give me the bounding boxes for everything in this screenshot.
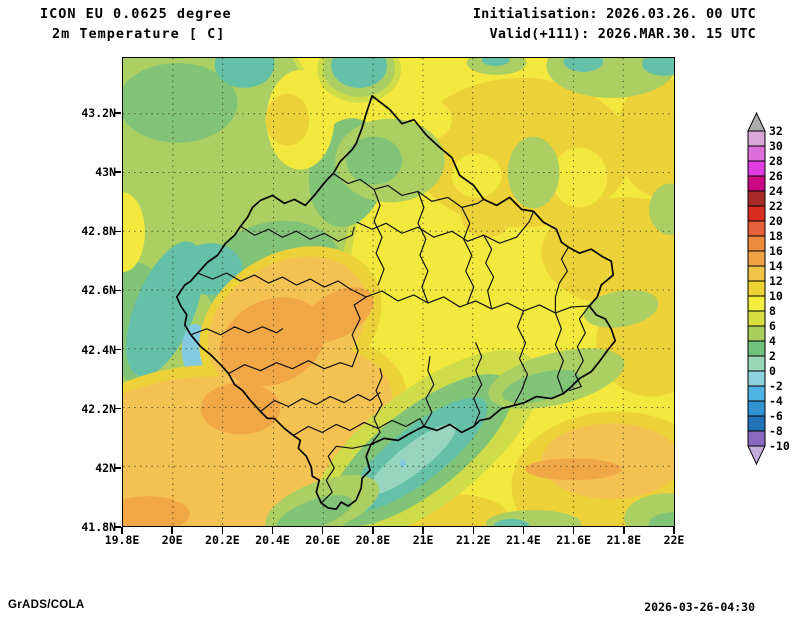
x-axis-tick-label: 19.8E bbox=[104, 533, 140, 547]
colorbar-label: 0 bbox=[769, 364, 776, 378]
colorbar-segment bbox=[747, 175, 766, 192]
x-axis-tick bbox=[271, 527, 274, 534]
colorbar-label: 2 bbox=[769, 349, 776, 363]
x-axis-tick bbox=[121, 527, 123, 534]
grid-lines bbox=[123, 58, 674, 526]
colorbar-label: 20 bbox=[769, 214, 783, 228]
y-axis-tick-label: 42.8N bbox=[81, 224, 116, 239]
y-axis-tick bbox=[114, 526, 121, 528]
colorbar-label: 26 bbox=[769, 169, 783, 183]
x-axis-tick-label: 21E bbox=[412, 533, 434, 547]
colorbar-segment bbox=[747, 145, 766, 162]
x-axis-tick bbox=[472, 527, 474, 534]
x-axis-tick-label: 20.4E bbox=[255, 533, 290, 547]
colorbar-label: -6 bbox=[769, 409, 783, 423]
x-axis-tick-label: 21.4E bbox=[506, 533, 541, 547]
x-axis-tick-label: 21.8E bbox=[606, 533, 642, 547]
colorbar-label: 6 bbox=[769, 319, 776, 333]
colorbar-segment bbox=[747, 340, 766, 357]
colorbar-label: -8 bbox=[769, 424, 783, 438]
valid-time: Valid(+111): 2026.MAR.30. 15 UTC bbox=[489, 26, 756, 42]
creation-timestamp: 2026-03-26-04:30 bbox=[644, 600, 755, 614]
y-axis-tick-label: 43N bbox=[95, 165, 116, 180]
y-axis-tick bbox=[114, 112, 121, 114]
colorbar-segment bbox=[747, 130, 766, 147]
x-axis-tick bbox=[171, 527, 173, 534]
y-axis-tick bbox=[114, 467, 121, 469]
colorbar-label: 22 bbox=[769, 199, 783, 213]
grads-credit: GrADS/COLA bbox=[8, 599, 85, 611]
colorbar-label: -2 bbox=[769, 379, 783, 393]
colorbar-segment bbox=[747, 250, 766, 267]
colorbar-label: 4 bbox=[769, 334, 776, 348]
x-axis-tick-label: 21.2E bbox=[455, 533, 491, 547]
y-axis-tick-label: 43.2N bbox=[81, 106, 116, 120]
colorbar-segment bbox=[747, 235, 766, 252]
x-axis-tick-label: 20.8E bbox=[355, 533, 391, 547]
colorbar-label: 14 bbox=[769, 259, 783, 273]
colorbar-segment bbox=[747, 415, 766, 432]
x-axis-tick bbox=[422, 527, 424, 534]
x-axis-tick bbox=[522, 527, 525, 534]
x-axis-tick bbox=[572, 527, 575, 534]
colorbar-label: 24 bbox=[769, 184, 783, 198]
colorbar-segment bbox=[747, 265, 766, 282]
colorbar-segment bbox=[747, 325, 766, 342]
x-axis-tick bbox=[623, 527, 625, 534]
variable-title: 2m Temperature [ C] bbox=[52, 26, 226, 42]
x-axis-tick bbox=[372, 527, 374, 534]
colorbar-segment bbox=[747, 355, 766, 372]
colorbar-segment bbox=[747, 190, 766, 207]
colorbar-segment bbox=[747, 220, 766, 237]
y-axis-tick-label: 42.4N bbox=[81, 342, 116, 357]
colorbar: 32 30 28 26 24 22 20 18 16 14 12 10 8 6 4 2 0 -2 -4 -6 -8 -10 bbox=[742, 110, 800, 470]
map-frame bbox=[122, 57, 675, 527]
model-title: ICON EU 0.0625 degree bbox=[40, 6, 232, 22]
x-axis-tick bbox=[673, 527, 675, 534]
colorbar-over-arrow bbox=[747, 111, 766, 132]
colorbar-label: 30 bbox=[769, 139, 783, 153]
x-axis-tick-label: 22E bbox=[663, 533, 685, 547]
colorbar-label: 10 bbox=[769, 289, 783, 303]
y-axis-tick-label: 41.8N bbox=[81, 519, 116, 534]
colorbar-segment bbox=[747, 280, 766, 297]
colorbar-label: 12 bbox=[769, 274, 783, 288]
x-axis-tick bbox=[221, 527, 224, 534]
colorbar-segment bbox=[747, 430, 766, 447]
colorbar-segment bbox=[747, 295, 766, 312]
y-axis-tick bbox=[114, 289, 121, 292]
colorbar-label: 16 bbox=[769, 244, 783, 258]
x-axis-tick-label: 21.6E bbox=[556, 533, 591, 547]
initialisation-time: Initialisation: 2026.03.26. 00 UTC bbox=[472, 6, 756, 22]
temperature-field bbox=[123, 58, 674, 526]
y-axis-tick-label: 42.6N bbox=[81, 283, 116, 298]
y-axis-tick-label: 42N bbox=[95, 460, 116, 475]
colorbar-label: 32 bbox=[769, 124, 783, 138]
y-axis-tick bbox=[114, 348, 121, 351]
colorbar-segment bbox=[747, 385, 766, 402]
y-axis-tick-label: 42.2N bbox=[81, 401, 116, 416]
x-axis-tick-label: 20.2E bbox=[205, 533, 240, 547]
colorbar-under-arrow bbox=[747, 445, 766, 466]
colorbar-label: -10 bbox=[769, 439, 790, 453]
temperature-map bbox=[123, 58, 674, 526]
colorbar-segment bbox=[747, 205, 766, 222]
colorbar-label: 8 bbox=[769, 304, 776, 318]
colorbar-label: 18 bbox=[769, 229, 783, 243]
colorbar-label: 28 bbox=[769, 154, 783, 168]
x-axis-tick bbox=[321, 527, 324, 534]
colorbar-segment bbox=[747, 370, 766, 387]
x-axis-tick-label: 20.6E bbox=[305, 533, 341, 547]
colorbar-label: -4 bbox=[769, 394, 783, 408]
colorbar-segment bbox=[747, 310, 766, 327]
y-axis-tick bbox=[114, 230, 121, 233]
colorbar-segment bbox=[747, 160, 766, 177]
y-axis-tick bbox=[114, 171, 121, 173]
district-boundaries bbox=[190, 172, 590, 504]
x-axis-tick-label: 20E bbox=[161, 533, 183, 547]
y-axis-tick bbox=[114, 407, 121, 410]
kosovo-border bbox=[175, 94, 617, 510]
colorbar-segment bbox=[747, 400, 766, 417]
